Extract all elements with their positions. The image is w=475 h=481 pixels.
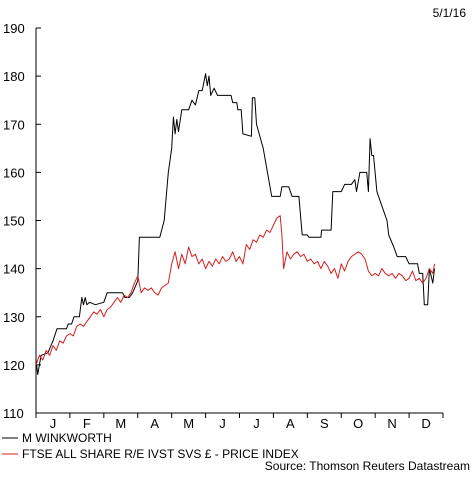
x-tick-label: S: [320, 416, 329, 431]
y-tick-label: 110: [3, 406, 24, 421]
x-tick-label: J: [253, 416, 260, 431]
source-label: Source: Thomson Reuters Datastream: [265, 459, 470, 473]
legend: M WINKWORTH FTSE ALL SHARE R/E IVST SVS £…: [2, 431, 299, 461]
y-tick-label: 180: [3, 69, 25, 84]
y-tick-label: 170: [3, 117, 25, 132]
x-tick-label: O: [353, 416, 363, 431]
x-tick-label: M: [183, 416, 194, 431]
x-tick-label: F: [83, 416, 91, 431]
x-tick-label: J: [219, 416, 226, 431]
series-layer: [35, 73, 435, 375]
x-tick-label: A: [150, 416, 159, 431]
y-tick-label: 190: [3, 21, 25, 36]
legend-label: M WINKWORTH: [22, 431, 112, 445]
date-label: 5/1/16: [433, 6, 467, 20]
y-tick-label: 150: [3, 214, 25, 229]
x-tick-label: M: [115, 416, 126, 431]
x-tick-label: J: [50, 416, 57, 431]
legend-label: FTSE ALL SHARE R/E IVST SVS £ - PRICE IN…: [22, 447, 299, 461]
series-line-1: [35, 215, 435, 366]
axes: 110 120 130 140 150 160 170 180 190 J F M A M J J A S O N D: [3, 21, 444, 431]
series-line-0: [35, 73, 435, 375]
y-tick-label: 140: [3, 262, 25, 277]
x-tick-label: A: [286, 416, 295, 431]
x-tick-label: N: [387, 416, 396, 431]
y-tick-label: 130: [3, 310, 25, 325]
x-tick-label: D: [421, 416, 430, 431]
y-tick-label: 120: [3, 358, 25, 373]
y-tick-label: 160: [3, 165, 25, 180]
